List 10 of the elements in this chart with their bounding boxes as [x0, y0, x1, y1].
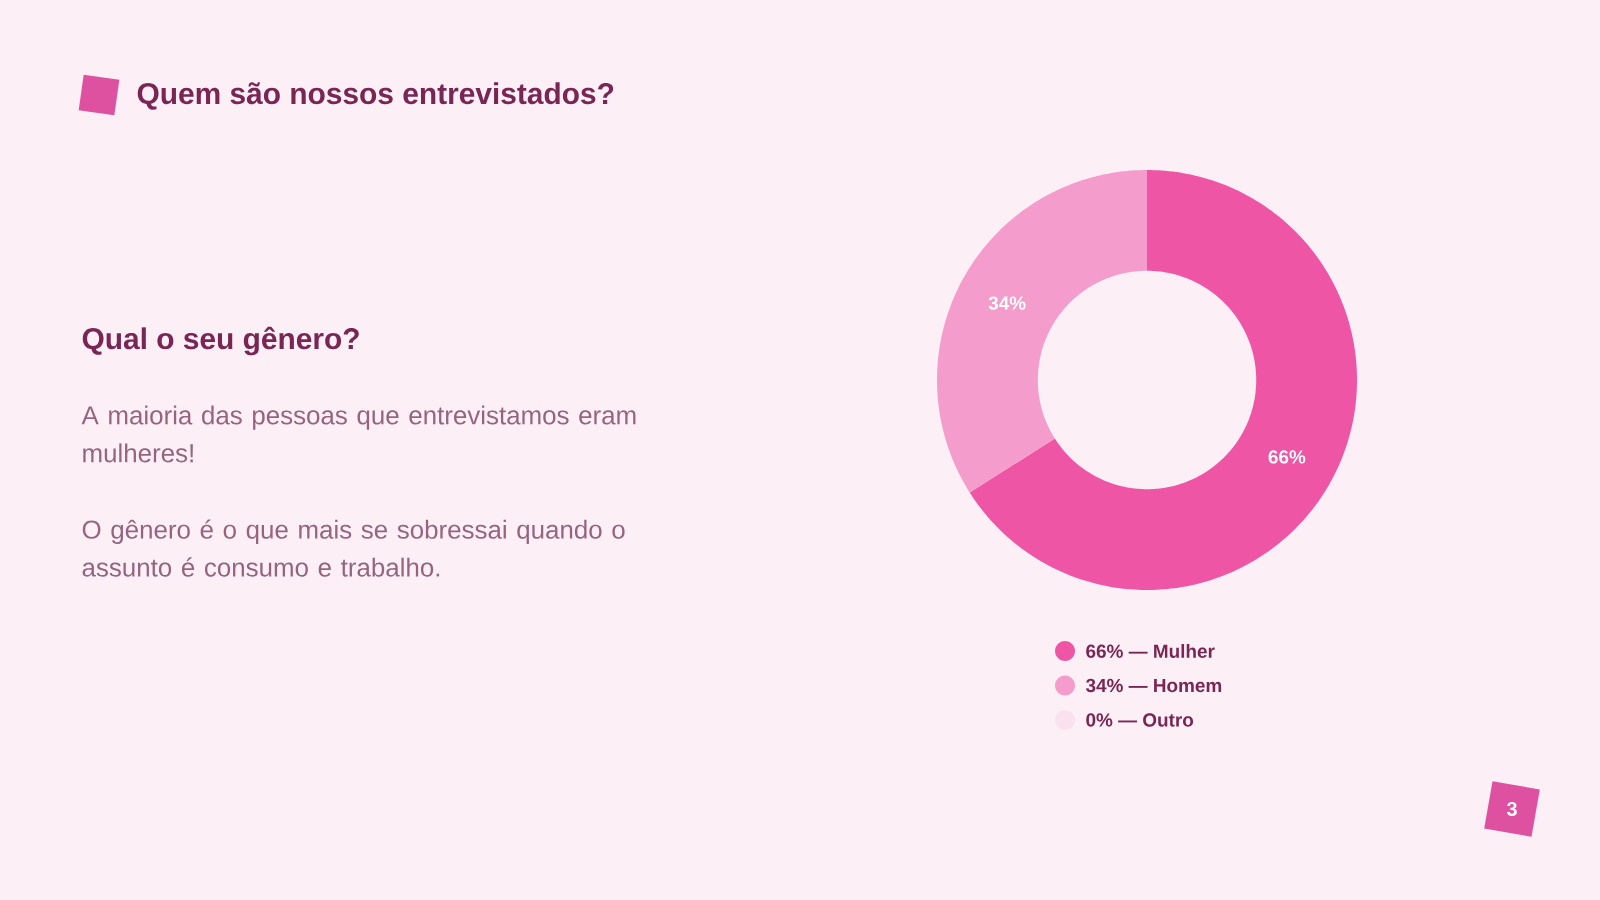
- text: Quem são nossos entrevistados?: [137, 82, 614, 110]
- legend-label: 34% — Homem: [1085, 678, 1222, 693]
- data-label: 34%: [988, 296, 1026, 310]
- text: A maioria das pessoas que entrevistamos eram mulheres!: [81, 405, 636, 463]
- data-label: 66%: [1268, 450, 1306, 464]
- text: O gênero é o que mais se sobressai quando o assunto é consumo e trabalho.: [82, 519, 625, 577]
- text: 3: [1506, 801, 1517, 817]
- legend-label: 0% — Outro: [1086, 713, 1194, 727]
- text: Qual o seu gênero?: [82, 326, 359, 356]
- legend-label: 66% — Mulher: [1086, 644, 1215, 658]
